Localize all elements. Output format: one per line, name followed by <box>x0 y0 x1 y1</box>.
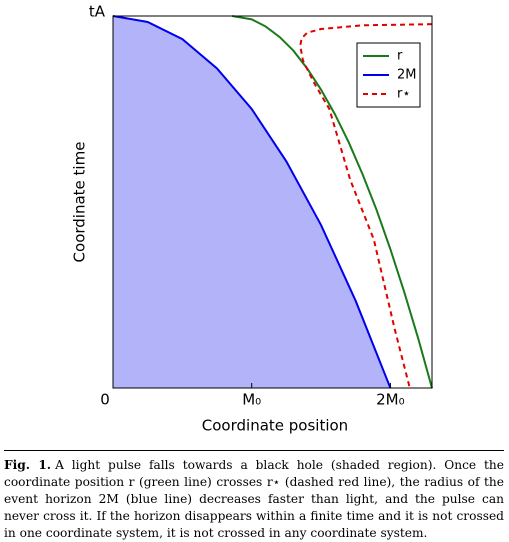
legend: r 2M r⋆ <box>356 42 421 108</box>
chart: Coordinate position Coordinate time 0 M₀ 2… <box>71 3 433 435</box>
series-line <box>112 15 392 389</box>
plot-frame <box>112 15 433 389</box>
y-tick-label: tA <box>89 3 106 21</box>
shaded-area <box>113 16 391 388</box>
caption: Fig. 1. A light pulse falls towards a bla… <box>4 450 504 542</box>
legend-label: r⋆ <box>397 87 410 102</box>
x-tick-label: 0 <box>100 391 110 409</box>
caption-text: A light pulse falls towards a black hole… <box>4 458 504 540</box>
legend-label: 2M <box>397 68 417 83</box>
series-line <box>299 23 433 389</box>
y-axis-label: Coordinate time <box>71 142 89 263</box>
caption-label: Fig. 1. <box>4 458 52 472</box>
x-tick-label: 2M₀ <box>376 391 405 409</box>
series-line <box>232 15 433 389</box>
x-axis-label: Coordinate position <box>202 417 348 435</box>
x-tick-label: M₀ <box>242 391 261 409</box>
legend-label: r <box>397 49 403 64</box>
